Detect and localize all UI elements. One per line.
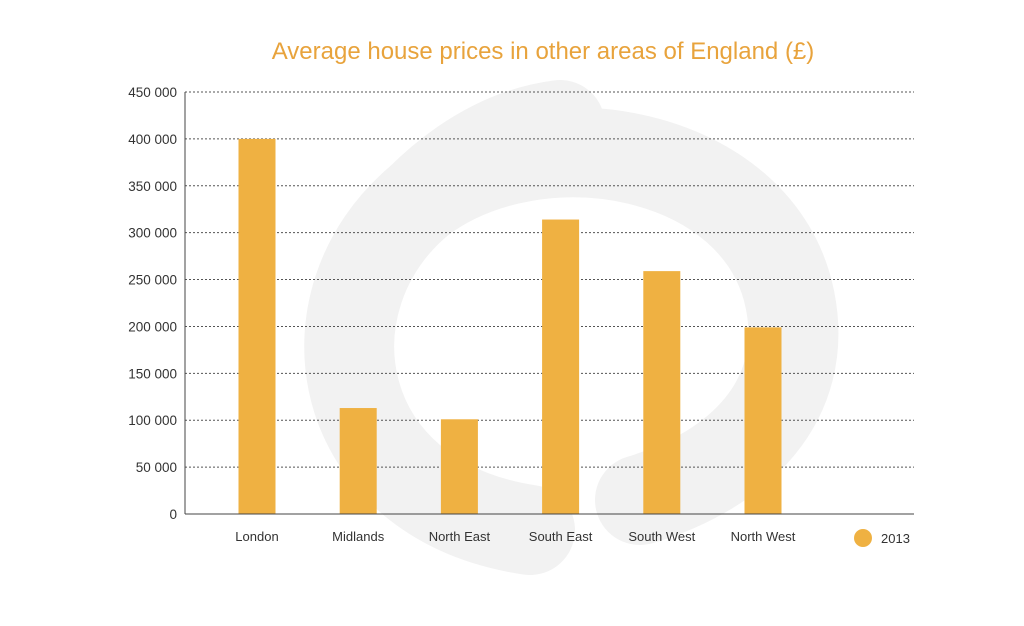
- y-tick-label: 100 000: [128, 413, 177, 428]
- y-axis-ticks: 0 50 000 100 000 150 000 200 000 250 000 300 0…: [128, 85, 177, 522]
- x-category-label: South West: [628, 529, 695, 544]
- y-tick-label: 150 000: [128, 366, 177, 381]
- y-tick-label: 450 000: [128, 85, 177, 100]
- x-category-label: South East: [529, 529, 593, 544]
- bar-south-east: [542, 219, 580, 514]
- bars: [238, 138, 782, 514]
- y-tick-label: 350 000: [128, 179, 177, 194]
- y-tick-label: 200 000: [128, 319, 177, 334]
- x-category-label: North East: [429, 529, 491, 544]
- y-tick-label: 250 000: [128, 273, 177, 288]
- y-tick-label: 0: [169, 507, 177, 522]
- legend: 2013: [854, 529, 910, 547]
- bar-north-west: [744, 327, 782, 514]
- bar-north-east: [440, 419, 478, 514]
- x-category-label: North West: [731, 529, 796, 544]
- legend-swatch-2013: [854, 529, 872, 547]
- x-axis-labels: London Midlands North East South East South …: [235, 529, 795, 544]
- chart-title: Average house prices in other areas of E…: [272, 38, 815, 65]
- y-tick-label: 300 000: [128, 226, 177, 241]
- y-tick-label: 400 000: [128, 132, 177, 147]
- x-category-label: London: [235, 529, 278, 544]
- legend-label-2013: 2013: [881, 531, 910, 546]
- bar-south-west: [643, 271, 681, 514]
- bar-london: [238, 138, 276, 514]
- y-tick-label: 50 000: [136, 460, 177, 475]
- bar-midlands: [339, 408, 377, 514]
- x-category-label: Midlands: [332, 529, 385, 544]
